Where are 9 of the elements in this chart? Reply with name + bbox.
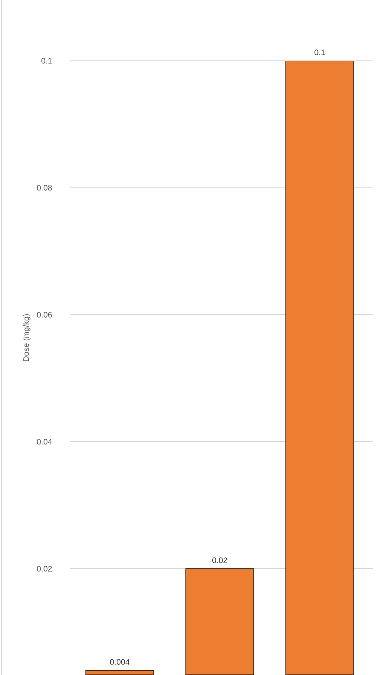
y-axis-title: Dose (mg/kg) [23, 314, 31, 362]
data-label: 0.02 [212, 558, 228, 564]
y-tick-label: 0.1 [42, 58, 52, 64]
y-tick-label: 0.04 [37, 439, 52, 445]
y-tick-label: 0.02 [37, 566, 52, 572]
data-label: 0.1 [314, 50, 326, 56]
y-tick-label: 0.08 [37, 185, 52, 191]
y-tick-label: 0.06 [37, 312, 52, 318]
data-label: 0.004 [110, 659, 130, 666]
